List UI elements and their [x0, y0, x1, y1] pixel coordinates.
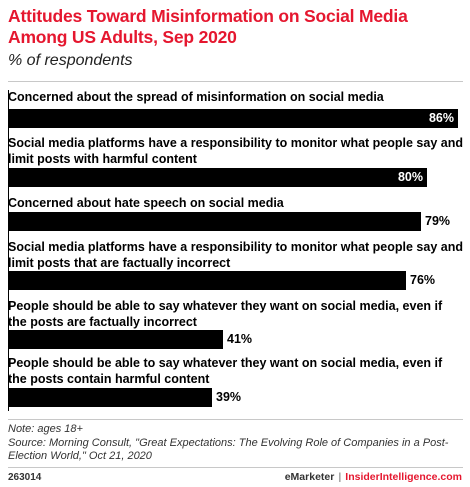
value-label: 80% [397, 170, 423, 184]
value-label: 41% [227, 332, 253, 346]
axis-line [8, 90, 9, 411]
brand-separator: | [338, 471, 342, 483]
bar [8, 330, 223, 349]
footer-divider [8, 467, 463, 468]
source-text: Source: Morning Consult, "Great Expectat… [8, 436, 449, 463]
chart-title: Attitudes Toward Misinformation on Socia… [8, 6, 408, 47]
chart-subtitle: % of respondents [8, 52, 133, 69]
value-label: 79% [425, 214, 451, 228]
category-label: People should be able to say whatever th… [8, 299, 443, 329]
chart-notes: Note: ages 18+ Source: Morning Consult, … [8, 423, 463, 464]
category-label: People should be able to say whatever th… [8, 356, 443, 386]
brand-footer: eMarketer | InsiderIntelligence.com [285, 471, 462, 483]
insiderintelligence-link[interactable]: InsiderIntelligence.com [345, 471, 462, 483]
bar [8, 109, 458, 128]
value-label: 39% [216, 390, 242, 404]
category-label: Social media platforms have a responsibi… [8, 136, 463, 166]
note-text: Note: ages 18+ [8, 423, 83, 435]
value-label: 76% [410, 273, 436, 287]
bottom-divider [8, 419, 463, 420]
bar [8, 388, 212, 407]
category-label: Social media platforms have a responsibi… [8, 240, 463, 270]
bar [8, 168, 427, 187]
chart-id: 263014 [8, 472, 42, 483]
category-label: Concerned about the spread of misinforma… [8, 90, 384, 104]
category-label: Concerned about hate speech on social me… [8, 196, 284, 210]
top-divider [8, 81, 463, 82]
bar [8, 271, 406, 290]
emarketer-brand: eMarketer [284, 471, 335, 483]
value-label: 86% [428, 111, 454, 125]
bar [8, 212, 421, 231]
